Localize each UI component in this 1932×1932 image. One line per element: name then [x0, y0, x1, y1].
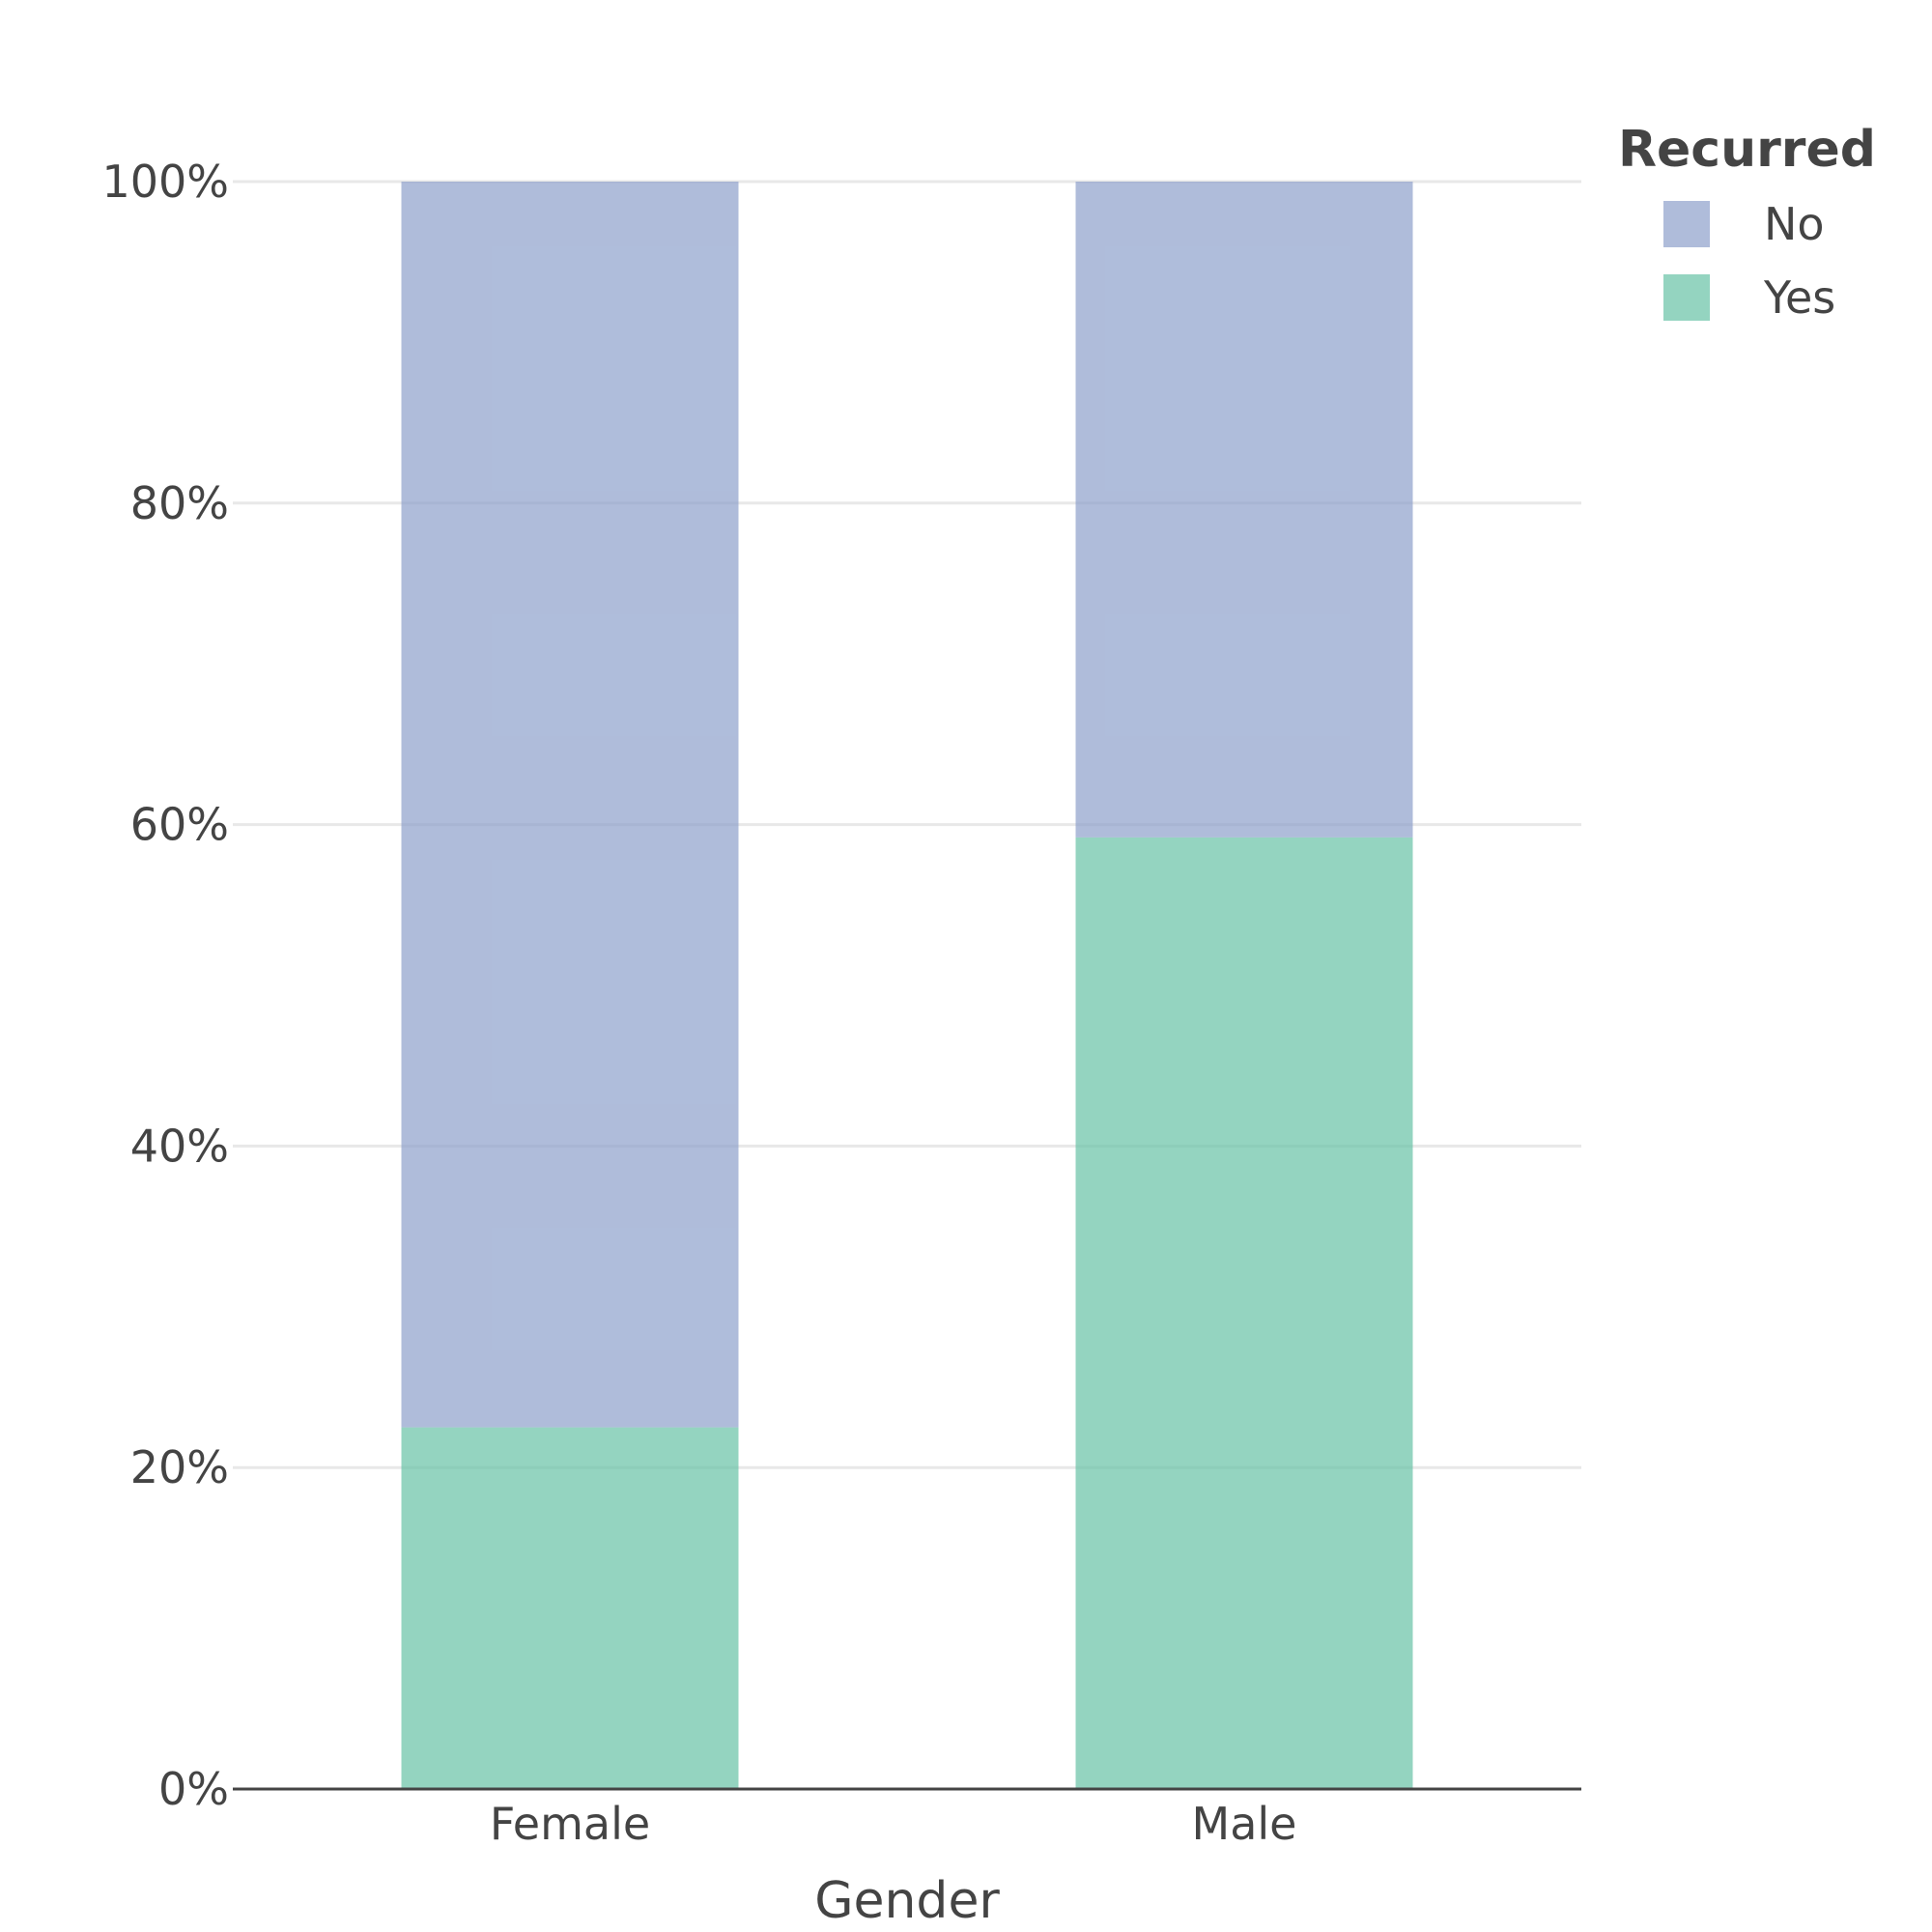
bar-yes-female[interactable]: [401, 1427, 739, 1789]
y-tick-label: 40%: [130, 1120, 229, 1172]
y-tick-labels: 0% 20% 40% 60% 80% 100%: [101, 156, 229, 1815]
legend[interactable]: Recurred No Yes: [1618, 121, 1876, 324]
x-axis-title: Gender: [814, 1872, 1000, 1930]
bar-yes-male[interactable]: [1075, 837, 1413, 1789]
x-tick-label: Male: [1192, 1798, 1297, 1850]
legend-swatch-no[interactable]: [1663, 201, 1710, 247]
y-tick-label: 20%: [130, 1441, 229, 1493]
legend-items: No Yes: [1663, 198, 1835, 324]
legend-swatch-yes[interactable]: [1663, 274, 1710, 321]
legend-title: Recurred: [1618, 121, 1876, 179]
y-tick-label: 60%: [130, 799, 229, 851]
x-tick-labels: Female Male: [490, 1798, 1297, 1850]
legend-label-no[interactable]: No: [1764, 198, 1825, 250]
legend-label-yes[interactable]: Yes: [1763, 271, 1835, 324]
y-tick-label: 100%: [101, 156, 229, 208]
x-tick-label: Female: [490, 1798, 650, 1850]
bars: [401, 182, 1413, 1789]
bar-no-male[interactable]: [1075, 182, 1413, 838]
y-tick-label: 0%: [158, 1763, 229, 1815]
y-tick-label: 80%: [130, 477, 229, 529]
bar-no-female[interactable]: [401, 182, 739, 1428]
